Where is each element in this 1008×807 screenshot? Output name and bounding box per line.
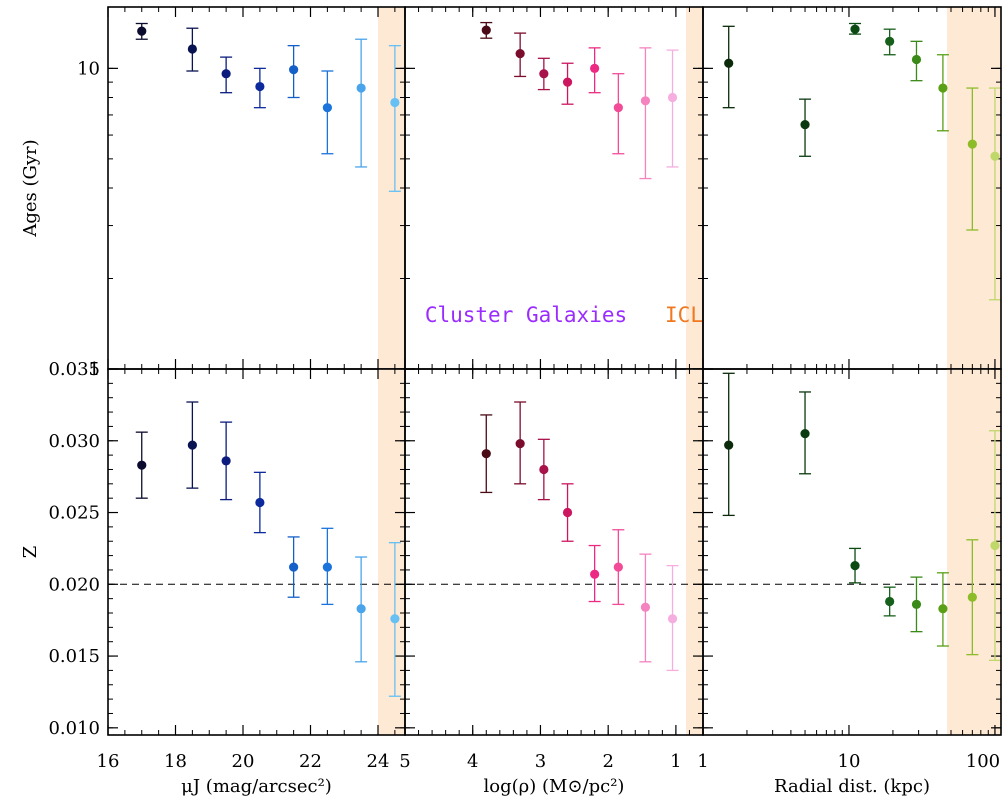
y-tick-label: 1 [89, 359, 100, 380]
panel-top-left: 1 10 Ages (Gyr) [20, 6, 406, 380]
data-point [800, 428, 810, 439]
data-point [724, 58, 734, 68]
y-axis-label: Ages (Gyr) [20, 139, 41, 237]
shaded-region [686, 369, 703, 735]
x-axis-label: Radial dist. (kpc) [774, 776, 930, 797]
data-point [390, 614, 400, 624]
y-tick-label: 0.020 [48, 574, 100, 595]
data-point [221, 456, 231, 466]
y-tick-label: 0.015 [48, 646, 100, 667]
data-point [515, 48, 525, 59]
data-point [481, 25, 491, 35]
annotation-icl: ICL [665, 303, 703, 327]
x-tick-label: 24 [367, 751, 390, 772]
data-point [255, 81, 265, 92]
panel-bottom-middle: 5 4 3 2 1 log(ρ) (M⊙/pc²) [399, 368, 704, 797]
x-tick-label: 100 [966, 751, 1000, 772]
panel-frame [107, 6, 406, 370]
data-point [667, 614, 678, 624]
data-point [322, 562, 332, 572]
panel-frame [702, 368, 1002, 736]
data-point [356, 604, 366, 614]
x-tick-label: 1 [670, 751, 681, 772]
data-point [255, 497, 265, 508]
data-point [481, 449, 491, 459]
data-point [613, 103, 623, 113]
y-tick-label: 0.035 [48, 359, 100, 380]
data-point [885, 596, 895, 607]
data-point [967, 139, 977, 149]
data-point [850, 561, 860, 571]
panel-top-middle: Cluster Galaxies ICL [404, 6, 704, 370]
data-point [590, 569, 600, 579]
data-point [990, 151, 1000, 161]
data-point [539, 464, 549, 475]
x-tick-label: 1 [697, 751, 708, 772]
x-tick-label: 2 [602, 751, 613, 772]
data-point [938, 604, 948, 614]
data-point [640, 602, 651, 612]
panel-bottom-left: 0.010 0.015 0.020 0.025 0.030 0.035 16 18 20 22 24… [20, 359, 406, 797]
annotation-cluster-galaxies: Cluster Galaxies [425, 303, 627, 327]
x-tick-label: 10 [838, 751, 861, 772]
data-point [850, 24, 860, 34]
y-tick-label: 0.010 [48, 718, 100, 739]
x-tick-label: 4 [467, 751, 478, 772]
x-tick-label: 3 [535, 751, 546, 772]
shaded-region [378, 369, 405, 735]
shaded-region [947, 369, 1001, 735]
x-tick-label: 18 [164, 751, 187, 772]
data-point [990, 540, 1000, 551]
data-point [938, 83, 948, 93]
data-point [562, 77, 573, 87]
panel-top-right [702, 6, 1002, 370]
y-tick-label: 10 [77, 58, 100, 79]
y-tick-label: 0.030 [48, 431, 100, 452]
data-point [800, 120, 810, 130]
data-point [390, 97, 400, 108]
data-point [640, 96, 651, 106]
data-point [885, 36, 895, 46]
x-tick-label: 20 [232, 751, 255, 772]
data-point [187, 44, 197, 54]
panel-frame [107, 368, 406, 736]
data-point [613, 562, 623, 572]
data-point [356, 83, 366, 93]
data-point [515, 439, 525, 449]
data-point [137, 460, 147, 470]
data-point [590, 63, 600, 73]
y-axis-label: Z [20, 546, 41, 559]
x-tick-label: 16 [97, 751, 120, 772]
data-point [562, 507, 573, 518]
y-tick-label: 0.025 [48, 503, 100, 524]
data-point [137, 26, 147, 36]
panel-bottom-right: 1 10 100 Radial dist. (kpc) [697, 368, 1002, 797]
shaded-region [947, 7, 1001, 369]
x-tick-label: 5 [399, 751, 410, 772]
data-point [667, 92, 678, 103]
data-point [911, 54, 922, 65]
x-axis-label: log(ρ) (M⊙/pc²) [484, 776, 625, 797]
data-point [724, 440, 734, 450]
data-point [911, 599, 922, 609]
data-point [967, 592, 977, 602]
x-axis-label: μJ (mag/arcsec²) [181, 776, 332, 797]
data-point [221, 69, 231, 79]
x-tick-label: 22 [299, 751, 322, 772]
data-point [289, 65, 299, 75]
data-point [322, 103, 332, 113]
data-point [187, 440, 197, 450]
data-point [289, 562, 299, 572]
data-point [539, 69, 549, 79]
panel-frame [404, 368, 704, 736]
